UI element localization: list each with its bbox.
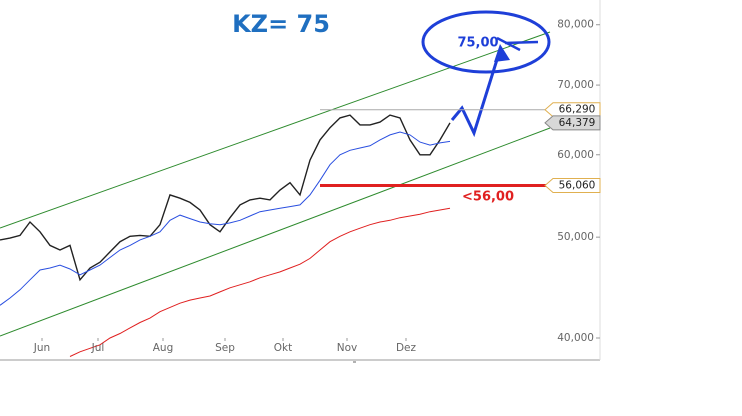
y-tick-label: 50,000 [557,231,594,243]
x-tick-label: Jul [91,342,105,354]
y-tick-label: 80,000 [557,19,594,31]
plot-area [0,0,600,360]
y-tick-label: 70,000 [557,79,594,91]
target-ellipse [421,10,551,74]
chart-title: KZ= 75 [232,10,330,38]
price-flag [544,115,601,131]
price-flag [544,102,601,118]
price-flag-label: 64,379 [559,117,596,129]
price-flag-label: 56,060 [559,179,596,191]
upper-channel [0,31,551,229]
arrow-head [494,44,510,62]
price-flag [544,177,601,193]
x-tick-label: Nov [337,342,358,354]
lower-channel [0,127,551,337]
forecast-arrow [450,49,502,138]
x-tick-label: Jun [33,342,50,354]
target-label: 75,00 [457,36,498,51]
series-line [69,207,451,357]
x-tick-label: Dez [396,342,417,354]
y-tick-label: 40,000 [557,332,594,344]
x-tick-label: Aug [153,342,174,354]
y-tick-label: 60,000 [557,149,594,161]
target-cross [504,40,539,45]
series-line [0,114,451,282]
x-tick-label: Okt [274,342,292,354]
support-label: <56,00 [462,190,514,205]
price-flag-label: 66,290 [559,104,596,116]
x-tick-label: Sep [215,342,235,354]
marks [0,114,451,357]
series-line [0,131,451,306]
